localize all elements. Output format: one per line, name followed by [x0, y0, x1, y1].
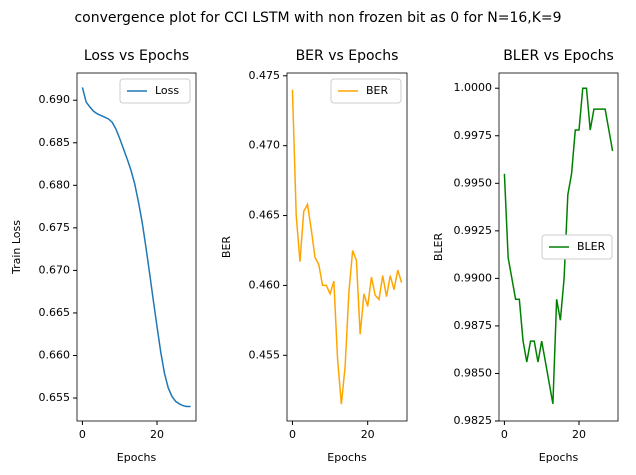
x-tick-label: 0 — [289, 428, 296, 441]
legend-box — [119, 78, 191, 104]
x-tick-label: 20 — [572, 428, 586, 441]
y-tick-label: 1.0000 — [454, 81, 493, 94]
subplot-title: BLER vs Epochs — [503, 48, 614, 64]
figure-title: convergence plot for CCI LSTM with non f… — [74, 10, 561, 26]
y-tick-label: 0.455 — [249, 348, 281, 361]
plot-frame — [286, 72, 408, 422]
legend-label: BER — [366, 84, 388, 97]
y-tick-label: 0.460 — [249, 278, 281, 291]
y-tick-label: 0.660 — [39, 348, 71, 361]
x-axis-label: Epochs — [539, 451, 579, 464]
legend-label: BLER — [577, 240, 606, 253]
y-tick-label: 0.670 — [39, 263, 71, 276]
y-tick-label: 0.655 — [39, 391, 71, 404]
legend-box — [330, 78, 402, 104]
data-line — [81, 87, 191, 408]
y-tick-label: 0.665 — [39, 306, 71, 319]
x-tick-label: 20 — [361, 428, 375, 441]
plot-frame — [498, 72, 619, 422]
x-tick-label: 0 — [79, 428, 86, 441]
legend-box — [541, 234, 613, 260]
y-tick-label: 0.475 — [249, 69, 281, 82]
y-tick-label: 0.9900 — [454, 271, 493, 284]
legend-label: Loss — [155, 84, 179, 97]
data-line — [503, 87, 614, 405]
x-tick-label: 0 — [501, 428, 508, 441]
subplot-title: Loss vs Epochs — [84, 48, 189, 64]
y-axis-label: BER — [220, 236, 233, 258]
y-tick-label: 0.9850 — [454, 366, 493, 379]
y-tick-label: 0.675 — [39, 221, 71, 234]
y-tick-label: 0.685 — [39, 136, 71, 149]
subplot-title: BER vs Epochs — [296, 48, 399, 64]
y-axis-label: Train Loss — [10, 220, 23, 275]
y-tick-label: 0.9875 — [454, 319, 493, 332]
y-tick-label: 0.470 — [249, 139, 281, 152]
y-tick-label: 0.9825 — [454, 414, 493, 427]
x-tick-label: 20 — [150, 428, 164, 441]
y-tick-label: 0.9925 — [454, 224, 493, 237]
x-axis-label: Epochs — [327, 451, 367, 464]
data-line — [291, 89, 403, 405]
y-tick-label: 0.9950 — [454, 176, 493, 189]
y-tick-label: 0.9975 — [454, 129, 493, 142]
y-tick-label: 0.690 — [39, 93, 71, 106]
y-tick-label: 0.465 — [249, 209, 281, 222]
y-tick-label: 0.680 — [39, 178, 71, 191]
plot-frame — [76, 72, 197, 422]
x-axis-label: Epochs — [117, 451, 157, 464]
y-axis-label: BLER — [432, 233, 445, 262]
